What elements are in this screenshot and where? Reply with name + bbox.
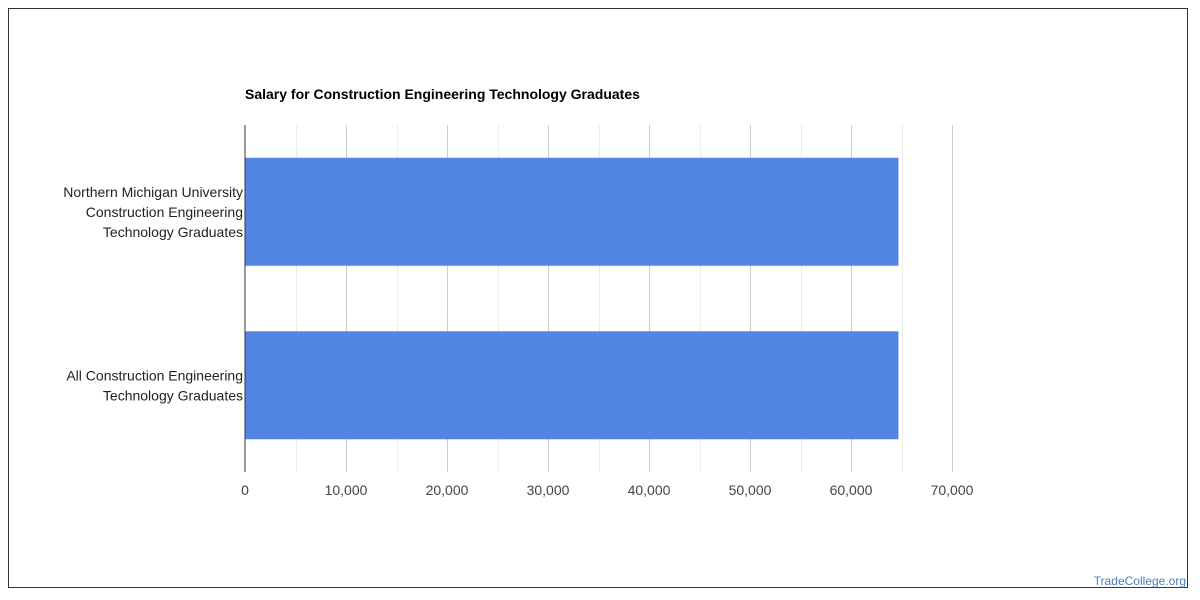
chart-frame <box>8 8 1188 588</box>
category-labels: Northern Michigan University Construction… <box>63 184 243 404</box>
x-tick-label: 20,000 <box>426 482 469 498</box>
bar-0[interactable] <box>245 157 899 266</box>
x-tick-label: 70,000 <box>931 482 974 498</box>
x-tick-label: 40,000 <box>628 482 671 498</box>
watermark-link[interactable]: TradeCollege.org <box>1093 574 1186 588</box>
category-label-line: Northern Michigan University <box>63 184 243 200</box>
category-label-line: All Construction Engineering <box>66 367 243 383</box>
chart-title: Salary for Construction Engineering Tech… <box>245 86 640 102</box>
category-label-0: Northern Michigan University Construction… <box>63 184 243 240</box>
x-tick-label: 30,000 <box>527 482 570 498</box>
category-label-1: All Construction Engineering Technology G… <box>66 367 243 403</box>
x-tick-label: 50,000 <box>729 482 772 498</box>
category-label-line: Construction Engineering <box>86 204 243 220</box>
x-tick-label: 0 <box>241 482 249 498</box>
x-tick-label: 10,000 <box>325 482 368 498</box>
category-label-line: Technology Graduates <box>103 387 243 403</box>
bar-1[interactable] <box>245 331 899 440</box>
x-tick-label: 60,000 <box>830 482 873 498</box>
x-tick-labels: 0 10,000 20,000 30,000 40,000 50,000 60,000 70,… <box>241 482 974 498</box>
category-label-line: Technology Graduates <box>103 224 243 240</box>
bars <box>245 157 899 440</box>
